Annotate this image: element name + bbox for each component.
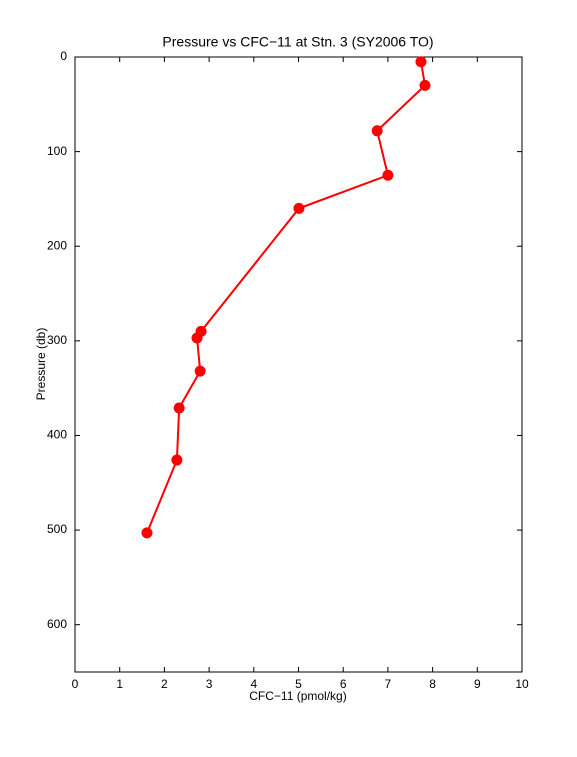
y-tick-label: 600 [47, 617, 67, 631]
x-tick-label: 7 [385, 677, 392, 691]
x-tick-label: 10 [515, 677, 529, 691]
y-tick-label: 0 [60, 49, 67, 63]
y-tick-label: 200 [47, 238, 67, 252]
x-tick-label: 9 [474, 677, 481, 691]
data-point [191, 332, 203, 344]
x-tick-label: 3 [206, 677, 213, 691]
y-tick-label: 400 [47, 428, 67, 442]
chart-title: Pressure vs CFC−11 at Stn. 3 (SY2006 TO) [162, 34, 433, 50]
y-tick-label: 100 [47, 144, 67, 158]
data-point [419, 79, 431, 91]
data-point [382, 169, 394, 181]
data-point [293, 202, 305, 214]
x-axis-label: CFC−11 (pmol/kg) [249, 689, 346, 703]
x-tick-label: 6 [340, 677, 347, 691]
data-point [371, 125, 383, 137]
y-tick-label: 300 [47, 333, 67, 347]
x-tick-label: 4 [250, 677, 257, 691]
x-tick-label: 5 [295, 677, 302, 691]
x-tick-label: 0 [72, 677, 79, 691]
x-tick-label: 8 [429, 677, 436, 691]
x-tick-label: 1 [116, 677, 123, 691]
data-point [194, 365, 206, 377]
x-tick-label: 2 [161, 677, 168, 691]
data-point [141, 527, 153, 539]
data-point [415, 56, 427, 68]
data-point [173, 402, 185, 414]
y-tick-label: 500 [47, 522, 67, 536]
plot-frame [74, 56, 523, 673]
y-axis-label: Pressure (db) [34, 328, 48, 401]
data-point [171, 454, 183, 466]
